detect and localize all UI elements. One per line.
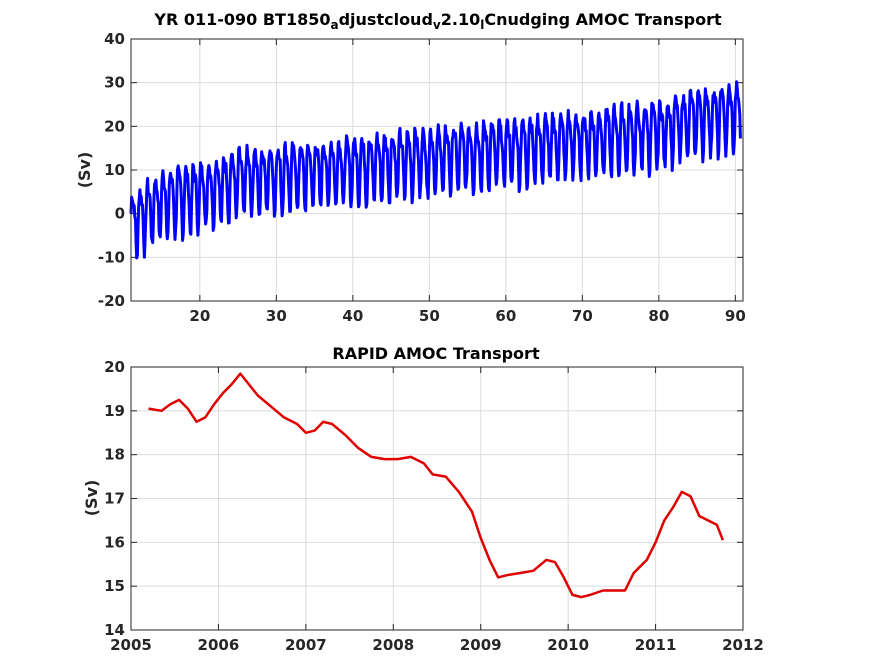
top-series-line <box>129 80 742 260</box>
x-tick-label: 30 <box>266 307 287 325</box>
rapid-series-line <box>148 372 725 599</box>
x-tick-label: 2007 <box>285 636 327 654</box>
top-chart-y-axis-label: (Sv) <box>75 152 94 189</box>
top-title-part: YR 011-090 BT1850 <box>153 10 330 29</box>
x-tick-label: 2011 <box>635 636 677 654</box>
top-title-part: Cnudging AMOC Transport <box>484 10 722 29</box>
x-tick-label: 2010 <box>547 636 589 654</box>
x-tick-label: 60 <box>495 307 516 325</box>
top-chart-title: YR 011-090 BT1850adjustcloudv2.10lCnudgi… <box>153 10 722 32</box>
x-tick-label: 2005 <box>110 636 152 654</box>
x-tick-label: 2009 <box>460 636 502 654</box>
top-title-part: djustcloud <box>339 10 433 29</box>
y-tick-label: 20 <box>104 358 125 376</box>
x-tick-label: 90 <box>725 307 746 325</box>
bottom-chart: RAPID AMOC Transport 14 15 16 17 18 19 20 2005… <box>82 344 764 654</box>
y-tick-label: 40 <box>104 30 125 48</box>
y-tick-label: -10 <box>98 248 125 266</box>
y-tick-label: 20 <box>104 117 125 135</box>
top-title-part: l <box>480 18 484 32</box>
x-tick-label: 20 <box>189 307 210 325</box>
y-tick-label: 17 <box>104 490 125 508</box>
bottom-chart-axes-box <box>130 366 744 631</box>
x-tick-label: 2006 <box>198 636 240 654</box>
top-title-part: 2.10 <box>441 10 480 29</box>
y-tick-label: 16 <box>104 533 125 551</box>
y-tick-label: 18 <box>104 446 125 464</box>
y-tick-label: 0 <box>115 205 125 223</box>
top-chart: YR 011-090 BT1850adjustcloudv2.10lCnudgi… <box>75 10 746 325</box>
y-tick-label: 19 <box>104 402 125 420</box>
x-tick-label: 70 <box>572 307 593 325</box>
bottom-chart-y-axis-label: (Sv) <box>82 480 101 517</box>
y-tick-label: 30 <box>104 74 125 92</box>
y-tick-label: 10 <box>104 161 125 179</box>
top-title-part: v <box>433 18 441 32</box>
bottom-chart-title: RAPID AMOC Transport <box>332 344 540 363</box>
x-tick-label: 2012 <box>722 636 764 654</box>
x-tick-label: 40 <box>342 307 363 325</box>
y-tick-label: -20 <box>98 292 125 310</box>
x-tick-label: 2008 <box>372 636 414 654</box>
top-chart-axes-box <box>130 38 744 302</box>
x-tick-label: 80 <box>648 307 669 325</box>
y-tick-label: 15 <box>104 577 125 595</box>
top-title-part: a <box>330 18 338 32</box>
y-tick-label: 14 <box>104 621 125 639</box>
x-tick-label: 50 <box>419 307 440 325</box>
